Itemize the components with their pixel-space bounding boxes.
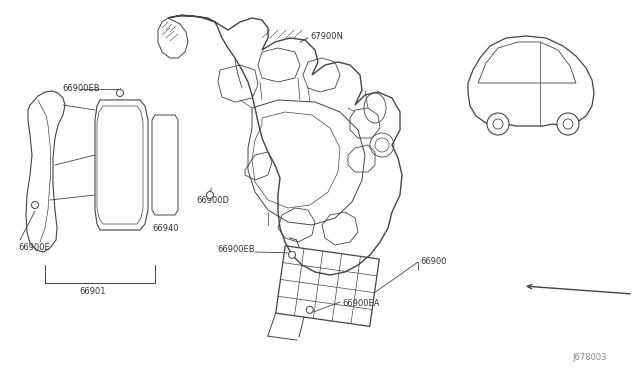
Text: 66900EA: 66900EA: [342, 298, 380, 308]
Circle shape: [557, 113, 579, 135]
Text: 66900D: 66900D: [196, 196, 229, 205]
Text: 66940: 66940: [152, 224, 179, 232]
Text: 66900E: 66900E: [18, 244, 50, 253]
Circle shape: [307, 306, 313, 313]
Text: 66901: 66901: [80, 286, 106, 295]
Text: 66900: 66900: [420, 257, 447, 266]
Circle shape: [31, 202, 38, 208]
Text: 66900EB: 66900EB: [62, 83, 100, 93]
Circle shape: [487, 113, 509, 135]
Text: J678003: J678003: [573, 353, 607, 362]
Text: 66900EB: 66900EB: [218, 246, 255, 254]
Circle shape: [116, 90, 124, 96]
Circle shape: [207, 192, 214, 199]
Circle shape: [289, 251, 296, 258]
Text: 67900N: 67900N: [310, 32, 343, 41]
